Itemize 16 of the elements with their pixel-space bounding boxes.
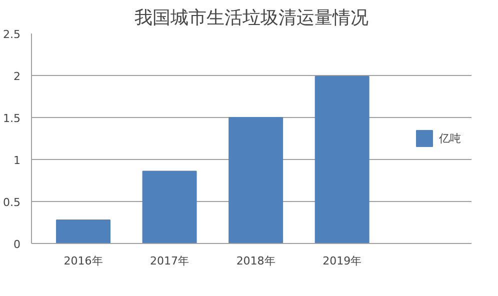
bar <box>56 219 111 244</box>
y-tick-label: 0.5 <box>3 196 21 209</box>
bar <box>228 117 284 244</box>
x-tick-label: 2017年 <box>150 254 190 268</box>
chart-title: 我国城市生活垃圾清运量情况 <box>134 8 368 28</box>
y-tick-label: 1.5 <box>3 112 21 125</box>
legend-label: 亿吨 <box>439 130 461 146</box>
y-tick-label: 2 <box>14 70 20 83</box>
bar <box>142 170 197 244</box>
x-tick-label: 2018年 <box>236 254 276 268</box>
y-tick-label: 1 <box>14 154 20 167</box>
x-tick-label: 2016年 <box>64 254 103 268</box>
x-tick-label: 2019年 <box>322 254 362 268</box>
y-tick-label: 0 <box>14 238 20 251</box>
bar <box>314 76 370 244</box>
y-tick-label: 2.5 <box>3 28 21 41</box>
